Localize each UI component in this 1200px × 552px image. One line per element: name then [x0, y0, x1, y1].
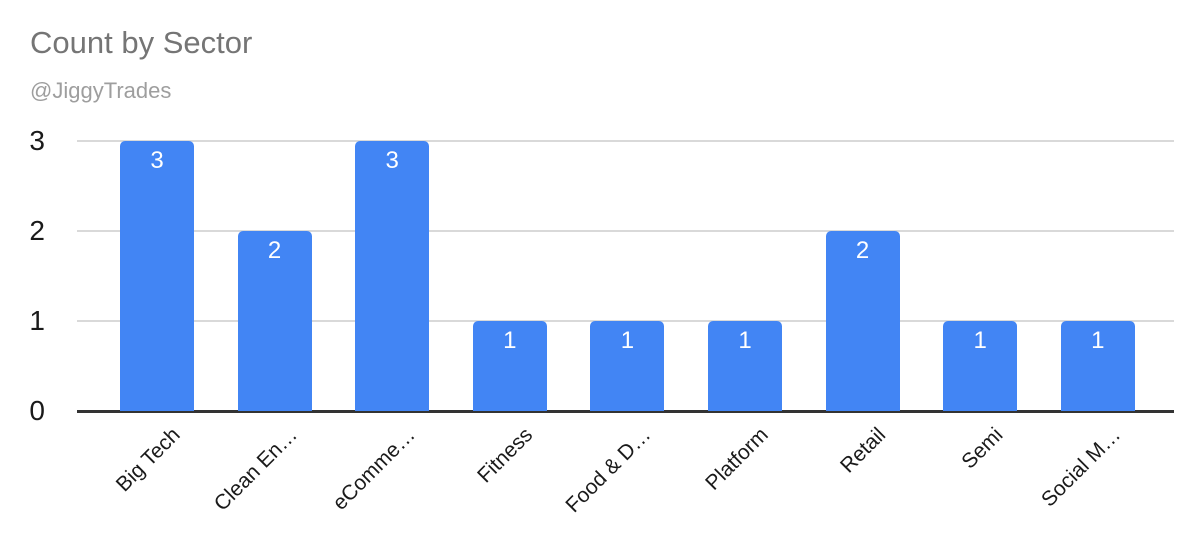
bar-food-d[interactable] — [590, 321, 665, 411]
chart-title: Count by Sector — [30, 25, 253, 60]
gridline-3 — [77, 140, 1174, 142]
bar-social-m[interactable] — [1060, 321, 1135, 411]
x-axis-label-retail: Retail — [835, 423, 891, 478]
y-axis-tick-label-3: 3 — [29, 125, 45, 156]
x-axis-line — [77, 410, 1174, 413]
x-axis-label-social-m: Social M… — [1037, 423, 1126, 512]
gridline-2 — [77, 230, 1174, 232]
bar-ecomme[interactable] — [355, 141, 430, 411]
x-axis-label-clean-en: Clean En… — [209, 423, 303, 516]
y-axis-tick-label-2: 2 — [29, 215, 45, 246]
x-axis-label-ecomme: eComme… — [328, 423, 420, 515]
x-axis-label-big-tech: Big Tech — [111, 423, 185, 497]
bar-semi[interactable] — [943, 321, 1018, 411]
bar-fitness[interactable] — [472, 321, 547, 411]
x-axis-label-semi: Semi — [957, 423, 1008, 474]
bar-clean-en[interactable] — [237, 231, 312, 411]
y-axis-tick-label-0: 0 — [29, 395, 45, 426]
x-axis-label-platform: Platform — [701, 423, 773, 495]
bar-platform[interactable] — [708, 321, 782, 411]
chart-subtitle: @JiggyTrades — [30, 78, 172, 103]
bar-big-tech[interactable] — [120, 141, 194, 411]
x-axis-label-fitness: Fitness — [473, 423, 538, 488]
bar-retail[interactable] — [825, 231, 900, 411]
y-axis-tick-label-1: 1 — [29, 305, 45, 336]
x-axis-label-food-d: Food & D… — [561, 423, 655, 518]
